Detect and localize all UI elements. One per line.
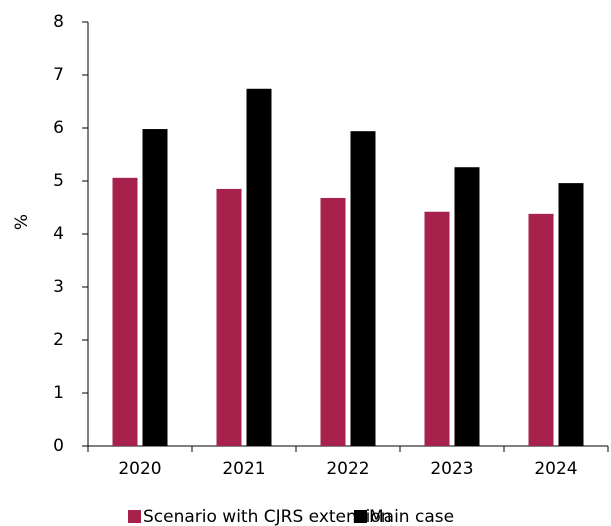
bar bbox=[246, 88, 272, 446]
y-tick-label: 6 bbox=[53, 118, 64, 138]
y-tick-label: 4 bbox=[53, 224, 64, 244]
x-tick-label: 2021 bbox=[222, 459, 265, 479]
y-tick-label: 1 bbox=[53, 383, 64, 403]
bar bbox=[320, 197, 346, 446]
bar bbox=[424, 211, 450, 446]
x-tick-label: 2024 bbox=[534, 459, 577, 479]
legend-label: Main case bbox=[369, 507, 454, 526]
legend-swatch bbox=[128, 510, 141, 523]
y-axis-label: % bbox=[12, 214, 32, 230]
legend-label: Scenario with CJRS extension bbox=[143, 507, 392, 526]
bar bbox=[558, 183, 584, 446]
y-tick-label: 8 bbox=[53, 12, 64, 32]
bar bbox=[216, 188, 242, 446]
x-tick-label: 2022 bbox=[326, 459, 369, 479]
bar bbox=[528, 213, 554, 446]
y-tick-label: 5 bbox=[53, 171, 64, 191]
y-tick-label: 7 bbox=[53, 65, 64, 85]
y-tick-label: 0 bbox=[53, 436, 64, 456]
legend-swatch bbox=[354, 510, 367, 523]
x-tick-label: 2020 bbox=[118, 459, 161, 479]
bar bbox=[454, 167, 480, 446]
y-tick-label: 2 bbox=[53, 330, 64, 350]
x-tick-label: 2023 bbox=[430, 459, 473, 479]
bar bbox=[112, 177, 138, 446]
bar bbox=[142, 129, 168, 446]
y-tick-label: 3 bbox=[53, 277, 64, 297]
bar bbox=[350, 131, 376, 446]
